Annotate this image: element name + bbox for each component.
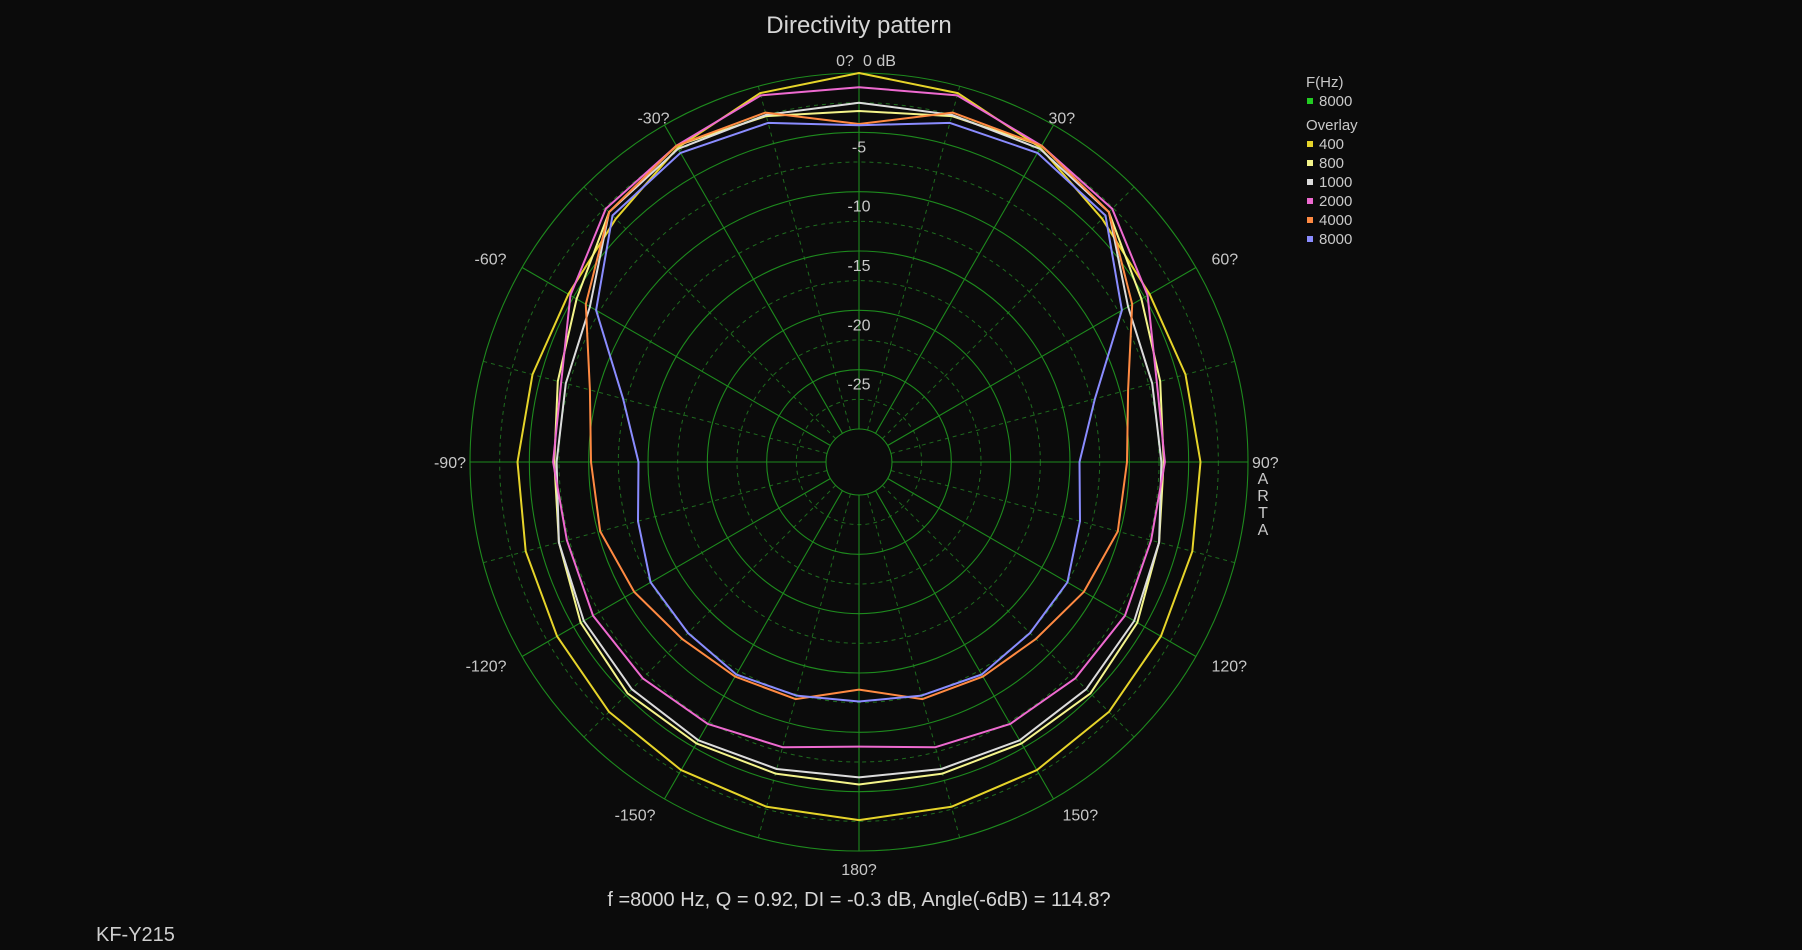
ring-labels: 0 dB -5 -10 -15 -20 -25 — [847, 53, 895, 394]
arta-letter: A — [1258, 522, 1269, 539]
legend-swatch-current — [1307, 98, 1313, 104]
series-line-800 — [553, 110, 1165, 786]
angle-tick-label: 180? — [841, 862, 877, 879]
legend-current-label: 8000 — [1319, 93, 1352, 110]
legend-swatch — [1307, 141, 1313, 147]
major-spoke — [664, 124, 843, 434]
angle-tick-labels: 0? 30? 60? 90? 120? 150? 180? -150? -120? -90? -60… — [434, 53, 1279, 879]
arta-letter: A — [1258, 471, 1269, 488]
angle-tick-label: 150? — [1063, 807, 1099, 824]
ring-label: -25 — [847, 377, 870, 394]
legend: F(Hz) 8000 Overlay 400 800 1000 2000 4000 8000 — [1306, 74, 1358, 248]
legend-header: F(Hz) — [1306, 74, 1344, 91]
legend-swatch — [1307, 236, 1313, 242]
ring-label: 0 dB — [863, 53, 896, 70]
major-spoke — [887, 267, 1197, 446]
legend-swatch — [1307, 179, 1313, 185]
ring-label: -20 — [847, 317, 870, 334]
major-spoke — [521, 267, 831, 446]
major-spoke — [521, 478, 831, 657]
angle-tick-label: 0? — [836, 53, 854, 70]
arta-letter: R — [1257, 488, 1269, 505]
series-line-2000 — [552, 86, 1166, 749]
legend-entry: 8000 — [1319, 231, 1352, 248]
legend-overlay-header: Overlay — [1306, 117, 1358, 134]
legend-swatch — [1307, 198, 1313, 204]
chart-title: Directivity pattern — [766, 12, 951, 39]
angle-tick-label: 120? — [1211, 659, 1247, 676]
legend-swatch — [1307, 217, 1313, 223]
angle-tick-label: -150? — [615, 807, 656, 824]
ring-label: -15 — [847, 258, 870, 275]
angle-tick-label: -60? — [474, 252, 506, 269]
footer-metrics: f =8000 Hz, Q = 0.92, DI = -0.3 dB, Angl… — [607, 889, 1110, 911]
legend-entry: 400 — [1319, 136, 1344, 153]
series-line-4000 — [584, 111, 1134, 701]
arta-letter: T — [1258, 505, 1268, 522]
major-spoke — [664, 490, 843, 800]
legend-entry: 2000 — [1319, 193, 1352, 210]
series-line-400 — [516, 72, 1202, 822]
legend-entry: 4000 — [1319, 212, 1352, 229]
angle-tick-label: -120? — [466, 659, 507, 676]
major-spoke — [887, 478, 1197, 657]
angle-tick-label: 30? — [1049, 111, 1076, 128]
ring-label: -5 — [852, 139, 866, 156]
ring-label: -10 — [847, 199, 870, 216]
series-lines — [516, 72, 1202, 822]
series-line-1000 — [555, 101, 1163, 779]
legend-entry: 800 — [1319, 155, 1344, 172]
major-spoke — [875, 124, 1054, 434]
legend-swatch — [1307, 160, 1313, 166]
angle-tick-label: 90? — [1252, 455, 1279, 472]
series-line-8000 — [595, 121, 1123, 703]
angle-tick-label: -90? — [434, 455, 466, 472]
angle-tick-label: -30? — [637, 111, 669, 128]
model-label: KF-Y215 — [96, 924, 175, 946]
legend-entry: 1000 — [1319, 174, 1352, 191]
major-spoke — [875, 490, 1054, 800]
angle-tick-label: 60? — [1211, 252, 1238, 269]
